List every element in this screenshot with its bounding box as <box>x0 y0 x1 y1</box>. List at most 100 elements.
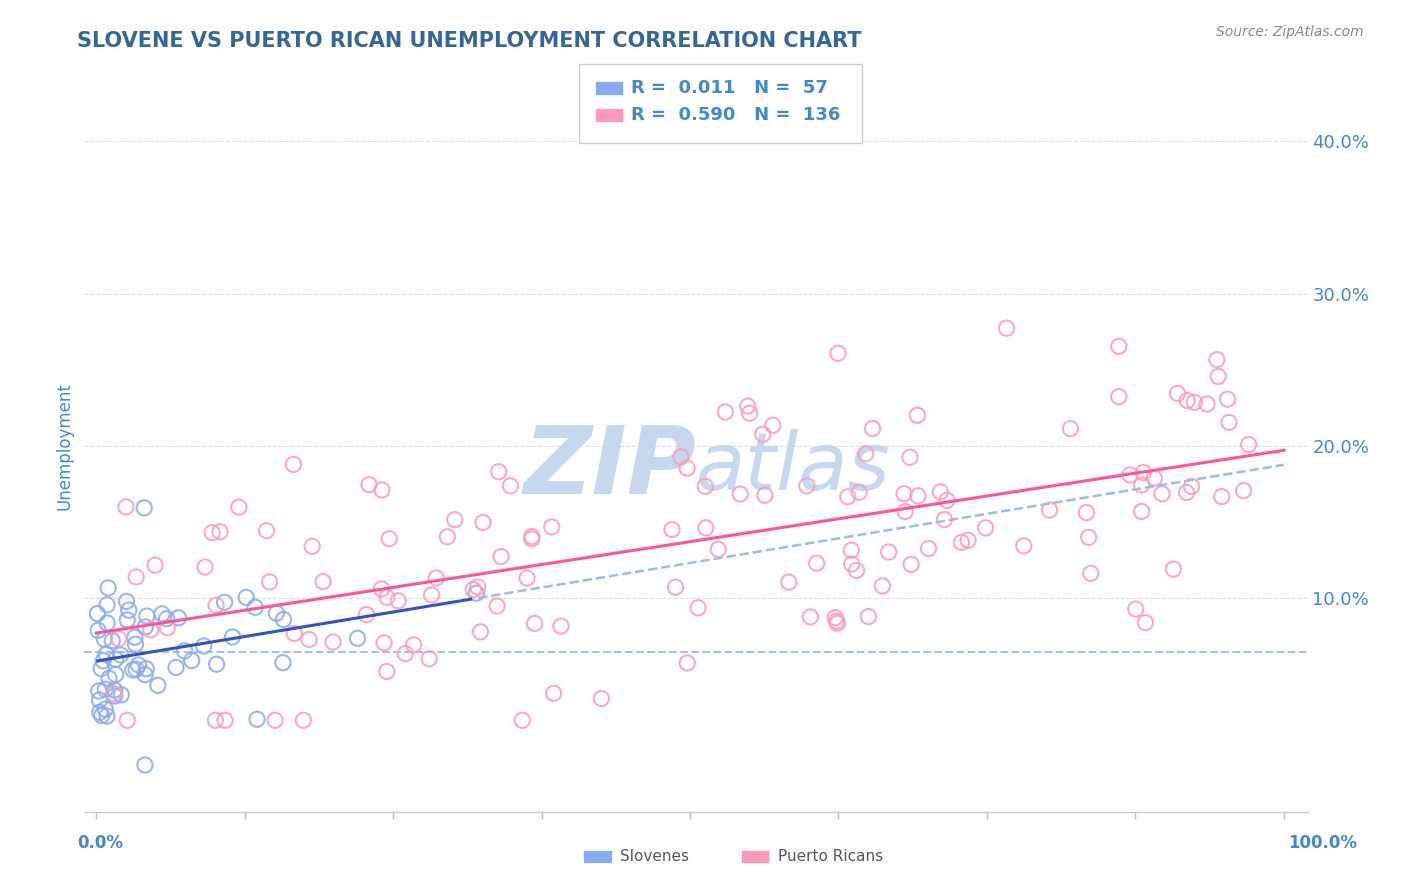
Text: R =  0.590   N =  136: R = 0.590 N = 136 <box>631 106 841 124</box>
Point <box>669 450 692 464</box>
Point <box>103 687 125 701</box>
Point <box>728 487 751 501</box>
Point <box>204 714 226 728</box>
Point <box>489 549 512 564</box>
Point <box>905 409 928 423</box>
Point <box>173 644 195 658</box>
Point <box>96 615 118 630</box>
Point <box>301 539 323 553</box>
Point <box>128 657 150 672</box>
Point <box>957 533 980 548</box>
Point <box>900 558 922 572</box>
Point <box>370 582 392 596</box>
Point <box>121 663 143 677</box>
Point <box>425 571 447 585</box>
Point <box>134 758 156 772</box>
Point <box>155 612 177 626</box>
Point <box>87 684 110 698</box>
Point <box>104 683 127 698</box>
Point <box>974 521 997 535</box>
Point <box>664 580 686 594</box>
Point <box>89 693 111 707</box>
Point <box>387 594 409 608</box>
Point <box>104 652 127 666</box>
Point <box>118 603 141 617</box>
Point <box>146 678 169 692</box>
Point <box>799 610 821 624</box>
Point <box>150 607 173 621</box>
Point <box>752 427 775 442</box>
Text: Slovenes: Slovenes <box>620 849 689 864</box>
Point <box>825 614 848 628</box>
Point <box>98 671 121 685</box>
Point <box>796 479 818 493</box>
Point <box>737 399 759 413</box>
Point <box>357 477 380 491</box>
Point <box>1125 602 1147 616</box>
Point <box>995 321 1018 335</box>
Point <box>246 712 269 726</box>
Point <box>839 543 862 558</box>
Point <box>194 560 217 574</box>
Point <box>894 505 917 519</box>
Point <box>510 714 533 728</box>
Point <box>418 652 440 666</box>
Point <box>695 479 717 493</box>
Point <box>193 639 215 653</box>
Point <box>235 591 257 605</box>
Point <box>1077 530 1099 544</box>
Point <box>375 591 398 605</box>
Point <box>312 574 335 589</box>
Point <box>124 637 146 651</box>
Point <box>676 656 699 670</box>
Point <box>90 662 112 676</box>
Point <box>356 607 378 622</box>
Text: SLOVENE VS PUERTO RICAN UNEMPLOYMENT CORRELATION CHART: SLOVENE VS PUERTO RICAN UNEMPLOYMENT COR… <box>77 31 862 51</box>
Point <box>1076 506 1098 520</box>
Point <box>134 500 156 515</box>
Point <box>1108 339 1130 353</box>
Point <box>1175 485 1198 500</box>
Point <box>806 556 828 570</box>
Text: ZIP: ZIP <box>523 422 696 514</box>
Point <box>167 611 190 625</box>
Point <box>936 493 959 508</box>
Point <box>378 532 401 546</box>
Point <box>110 648 132 662</box>
Point <box>264 714 287 728</box>
Point <box>107 632 129 646</box>
Point <box>463 582 485 597</box>
Point <box>115 594 138 608</box>
Point <box>1150 487 1173 501</box>
Point <box>1130 478 1153 492</box>
Point <box>90 708 112 723</box>
Point <box>543 686 565 700</box>
Point <box>125 662 148 676</box>
Point <box>1135 615 1157 630</box>
Point <box>259 574 281 589</box>
Point <box>243 600 266 615</box>
Point <box>1205 352 1227 367</box>
Point <box>273 613 295 627</box>
Point <box>436 530 458 544</box>
Point <box>1108 390 1130 404</box>
Point <box>134 667 156 681</box>
Point <box>298 632 321 647</box>
Point <box>523 616 546 631</box>
Point <box>858 609 880 624</box>
Point <box>516 571 538 585</box>
Point <box>1012 539 1035 553</box>
Point <box>115 500 138 514</box>
Point <box>499 479 522 493</box>
Point <box>845 563 868 577</box>
Point <box>841 557 863 571</box>
Point <box>695 521 717 535</box>
Point <box>471 516 494 530</box>
Point <box>91 654 114 668</box>
Point <box>950 535 973 549</box>
Point <box>86 607 108 621</box>
Point <box>591 691 613 706</box>
Point <box>465 586 488 600</box>
Point <box>676 461 699 475</box>
Point <box>205 657 228 672</box>
